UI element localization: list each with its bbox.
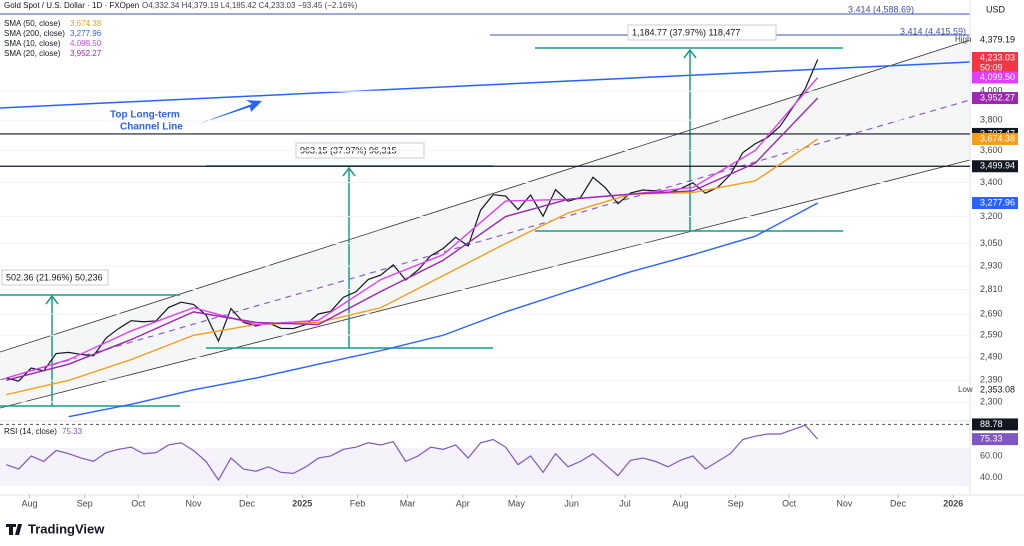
- y-tick-label: 40.00: [980, 472, 1003, 482]
- x-tick-label: Jun: [564, 498, 579, 508]
- series-tag: [972, 71, 1018, 84]
- y-tick-label: 3,200: [980, 211, 1003, 221]
- channel-fill: [0, 40, 970, 408]
- x-tick-label: Aug: [21, 498, 37, 508]
- y-tick-label: 2,930: [980, 260, 1003, 270]
- countdown: 50:09: [980, 62, 1003, 72]
- y-tick-label: 2,690: [980, 308, 1003, 318]
- arrow: [198, 100, 262, 124]
- brand: TradingView: [28, 521, 105, 536]
- x-tick-label: Feb: [350, 498, 366, 508]
- last-price-tag: [972, 52, 1018, 74]
- channel-lower: [0, 159, 971, 409]
- legend-name: SMA (200, close): [4, 29, 65, 38]
- y-tick-label: 3,050: [980, 238, 1003, 248]
- annotation: Channel Line: [120, 122, 183, 133]
- long-term-channel: [0, 61, 971, 109]
- series-line: [6, 424, 819, 482]
- x-tick-label: Nov: [185, 498, 202, 508]
- price-tag-label: 3,499.94: [980, 161, 1015, 171]
- legend-value: 75.33: [62, 427, 83, 436]
- y-tick-label: 2,590: [980, 330, 1003, 340]
- x-tick-label: 2026: [943, 498, 963, 508]
- y-tick-label: 3,800: [980, 114, 1003, 124]
- channel-mid: [0, 99, 971, 381]
- series-tag-label: 3,952.27: [980, 92, 1015, 102]
- legend-value: 4,099.50: [70, 39, 102, 48]
- x-tick-label: Nov: [836, 498, 853, 508]
- rsi-band: [0, 448, 970, 486]
- x-tick-label: Apr: [456, 498, 470, 508]
- legend-value: 3,952.27: [70, 49, 102, 58]
- ohlc: O4,332.34 H4,379.19 L4,185.42 C4,233.03 …: [142, 1, 358, 10]
- series-line: [68, 202, 819, 418]
- high-label: High: [955, 35, 971, 44]
- price-tag: [972, 160, 1018, 173]
- low-price: 2,353.08: [980, 384, 1015, 394]
- annotation: Top Long-term: [110, 110, 180, 121]
- fib-label: 3.414 (4,415.59): [900, 26, 966, 36]
- logo: TradingView: [6, 521, 105, 536]
- x-tick-label: Mar: [400, 498, 416, 508]
- max-tag: [972, 418, 1018, 431]
- x-tick-label: Sep: [77, 498, 93, 508]
- series-line: [6, 138, 819, 396]
- series-tag: [972, 132, 1018, 145]
- legend-name: SMA (20, close): [4, 49, 61, 58]
- series-tag-label: 75.33: [980, 434, 1003, 444]
- legend-name: SMA (10, close): [4, 39, 61, 48]
- y-tick-label: 60.00: [980, 450, 1003, 460]
- max-tag-label: 88.78: [980, 419, 1003, 429]
- last-price: 4,233.03: [980, 52, 1015, 62]
- y-tick-label: 3,600: [980, 145, 1003, 155]
- series-tag-label: 3,674.38: [980, 133, 1015, 143]
- fib-label: 3.414 (4,588.69): [848, 4, 914, 14]
- currency: USD: [986, 4, 1006, 14]
- series-line: [6, 59, 819, 382]
- y-tick-label: 2,810: [980, 284, 1003, 294]
- x-tick-label: May: [508, 498, 526, 508]
- x-tick-label: Aug: [672, 498, 688, 508]
- y-tick-label: 2,390: [980, 375, 1003, 385]
- y-tick-label: 3,400: [980, 177, 1003, 187]
- high-price: 4,379.19: [980, 34, 1015, 44]
- measure-label: 502.36 (21.96%) 50,236: [6, 272, 103, 282]
- y-tick-label: 2,490: [980, 352, 1003, 362]
- measure-label: 1,184.77 (37.97%) 118,477: [632, 27, 740, 37]
- x-tick-label: Dec: [890, 498, 907, 508]
- x-tick-label: Jul: [619, 498, 631, 508]
- series-tag: [972, 433, 1018, 446]
- measure-box: [627, 24, 777, 41]
- y-tick-label: 2,300: [980, 396, 1003, 406]
- symbol: Gold Spot / U.S. Dollar · 1D · FXOpen: [4, 1, 139, 10]
- x-tick-label: Oct: [131, 498, 146, 508]
- legend-value: 3,277.96: [70, 29, 102, 38]
- x-tick-label: Dec: [239, 498, 256, 508]
- legend-value: 3,674.38: [70, 19, 102, 28]
- x-tick-label: Oct: [782, 498, 797, 508]
- channel-upper: [0, 39, 971, 353]
- series-tag: [972, 92, 1018, 105]
- x-tick-label: 2025: [292, 498, 312, 508]
- series-tag-label: 4,099.50: [980, 72, 1015, 82]
- series-tag: [972, 197, 1018, 210]
- low-label: Low: [958, 385, 973, 394]
- measure-box: [1, 269, 109, 286]
- y-tick-label: 4,000: [980, 86, 1003, 96]
- x-tick-label: Sep: [728, 498, 744, 508]
- series-line: [6, 77, 819, 379]
- series-line: [6, 97, 819, 382]
- legend-name: RSI (14, close): [4, 427, 57, 436]
- legend-name: SMA (50, close): [4, 19, 61, 28]
- series-tag-label: 3,277.96: [980, 197, 1015, 207]
